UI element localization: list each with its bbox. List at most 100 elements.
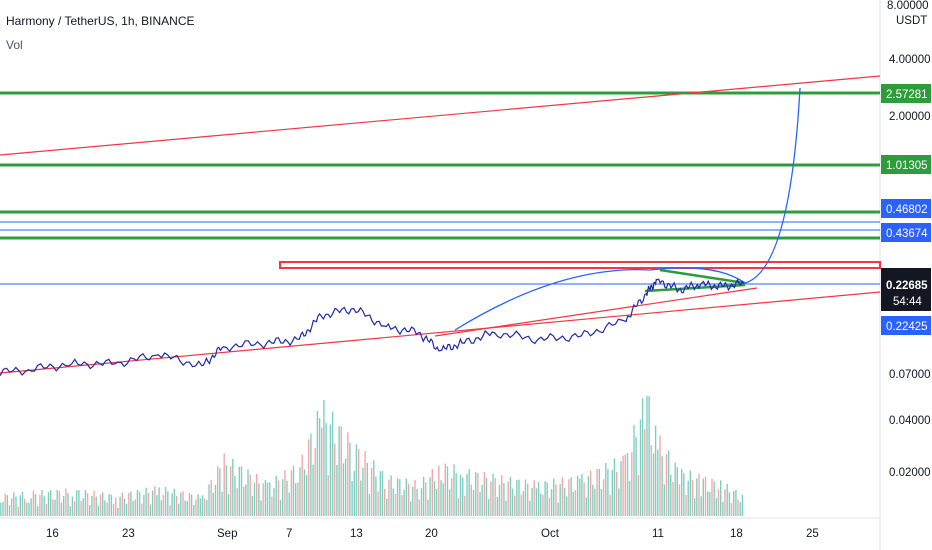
volume-bar <box>579 478 581 516</box>
volume-bar <box>58 491 61 516</box>
price-label-bg <box>881 155 931 174</box>
volume-bar <box>141 503 143 516</box>
volume-bar <box>392 488 394 516</box>
price-tick-007: 0.07000 <box>889 369 931 381</box>
volume-bar <box>511 488 514 516</box>
volume-bar <box>546 482 548 516</box>
volume-bar <box>574 490 577 516</box>
volume-bar <box>106 502 108 516</box>
breakout-projection-curve[interactable] <box>744 87 801 284</box>
volume-bar <box>644 428 646 516</box>
price-label-bg <box>881 199 931 218</box>
volume-bar <box>24 498 26 516</box>
volume-bar <box>108 493 110 516</box>
lower-trendline[interactable] <box>0 291 881 374</box>
price-tick-004: 0.04000 <box>889 415 931 427</box>
volume-bar <box>514 495 516 516</box>
volume-bar <box>41 490 43 516</box>
volume-bar <box>496 496 499 516</box>
volume-indicator-label[interactable]: Vol <box>6 38 23 52</box>
volume-bar <box>637 474 639 516</box>
volume-bar <box>652 453 655 516</box>
volume-bar <box>416 488 418 516</box>
volume-bar <box>271 496 273 516</box>
volume-bar <box>561 477 564 516</box>
volume-bar <box>316 410 319 516</box>
volume-bar <box>550 489 553 516</box>
volume-bar <box>115 497 117 516</box>
volume-bar <box>125 503 128 516</box>
volume-bar <box>117 507 119 516</box>
upper-trendline[interactable] <box>0 75 881 156</box>
volume-bar <box>97 505 100 516</box>
volume-bar <box>388 479 390 516</box>
volume-bar <box>305 475 308 516</box>
volume-bar <box>735 489 737 516</box>
volume-bar <box>672 481 674 516</box>
resistance-zone-box[interactable] <box>279 261 881 269</box>
volume-bar <box>674 462 676 516</box>
volume-bar <box>737 499 739 516</box>
volume-bar <box>609 494 611 516</box>
volume-bar <box>403 489 405 516</box>
volume-bar <box>344 458 347 516</box>
volume-bar <box>212 492 214 516</box>
volume-bar <box>368 494 371 516</box>
volume-bar <box>373 460 375 516</box>
volume-bar <box>648 396 650 516</box>
volume-bar <box>299 467 301 516</box>
volume-bar <box>462 477 464 516</box>
volume-bar <box>325 422 327 516</box>
volume-bar <box>414 480 416 516</box>
volume-bar <box>82 498 84 516</box>
volume-bar <box>353 470 355 516</box>
volume-bar <box>193 504 195 516</box>
volume-bar <box>468 469 470 516</box>
volume-bar <box>208 484 210 516</box>
volume-bar <box>34 494 37 516</box>
volume-bar <box>722 501 724 516</box>
volume-bar <box>713 481 715 516</box>
volume-bar <box>427 499 429 516</box>
price-axis[interactable]: 8.00000 USDT 4.00000 2.00000 0.07000 0.0… <box>887 0 931 479</box>
volume-bar <box>336 464 338 516</box>
volume-bar <box>626 453 629 516</box>
time-axis[interactable]: 16 23 Sep 7 13 20 Oct 11 18 25 <box>46 528 819 540</box>
volume-bar <box>726 483 728 516</box>
volume-bar <box>383 488 386 516</box>
volume-bar <box>134 499 136 516</box>
currency-label: USDT <box>896 15 927 27</box>
volume-bar <box>598 468 600 516</box>
triangle-upper-side[interactable] <box>659 268 746 285</box>
volume-bar <box>266 482 269 516</box>
volume-bar <box>4 493 6 516</box>
volume-bar <box>453 464 455 516</box>
volume-bar <box>279 499 282 516</box>
volume-bar <box>624 454 626 516</box>
volume-bar <box>611 470 613 516</box>
price-label-bg <box>881 316 931 335</box>
volume-bar <box>711 478 713 516</box>
volume-bar <box>180 492 182 516</box>
volume-bar <box>663 484 665 516</box>
volume-bar <box>71 496 74 516</box>
volume-bar <box>459 474 462 516</box>
volume-bar <box>130 491 132 516</box>
volume-bar <box>21 491 24 516</box>
volume-bar <box>730 503 733 516</box>
volume-bar <box>596 469 598 516</box>
volume-bar <box>670 474 672 516</box>
volume-bar <box>375 476 377 516</box>
cup-arc-drawing[interactable] <box>454 267 746 331</box>
volume-bar <box>641 398 644 516</box>
volume-bar <box>232 458 234 516</box>
volume-bar <box>542 494 544 516</box>
volume-bar <box>694 498 696 516</box>
price-tick-8: 8.00000 <box>887 0 929 12</box>
volume-bar <box>60 502 63 516</box>
volume-bar <box>206 500 208 516</box>
support-trendline[interactable] <box>434 287 758 337</box>
price-label-bg <box>881 223 931 242</box>
volume-bar <box>138 491 141 516</box>
